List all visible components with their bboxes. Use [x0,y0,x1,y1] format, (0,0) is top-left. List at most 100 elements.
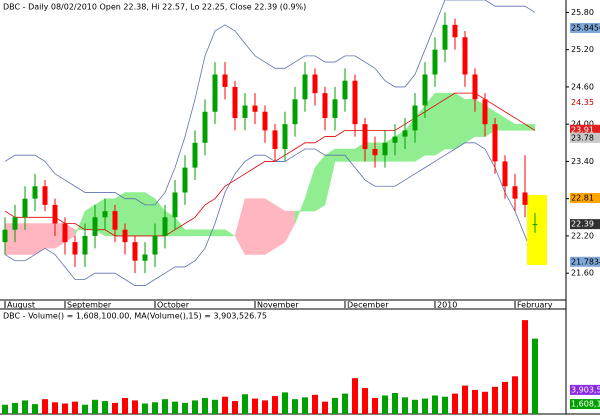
volume-bar [502,381,508,414]
candles [2,12,538,274]
candle-body [242,105,248,118]
x-tick-label: February [517,301,553,310]
price-tag-label: 21.7834 [571,257,600,266]
candle-body [292,99,298,125]
volume-bar [82,404,88,414]
price-tag [570,132,600,143]
y-tick-label: 23.40 [571,157,594,166]
x-tick-label: August [7,301,35,310]
price-tag [570,97,600,108]
volume-bar [372,397,378,414]
x-tick-label: November [257,301,299,310]
candle-body [322,93,328,118]
candle-body [422,74,428,106]
volume-bar [202,397,208,414]
candle-body [522,192,528,205]
cloud-segment [264,198,276,255]
candle-body [352,80,358,125]
volume-bar [322,401,328,414]
price-tag-label: 23.78 [571,133,594,142]
cloud-segment [44,223,56,249]
volume-title: DBC - Volume() = 1,608,100.00, MA(Volume… [3,312,267,321]
candle-body [302,74,308,100]
candle-body [452,24,458,38]
candle-body [152,235,158,255]
volume-bar [152,402,158,414]
y-tick-label: 25.80 [571,8,594,17]
cloud-segment [24,223,36,255]
volume-bar [482,391,488,414]
price-tag [570,399,600,410]
volume-bar [252,398,258,414]
volume-bar [452,393,458,414]
price-tag-label: 22.81 [571,194,594,203]
candle-body [82,235,88,255]
cloud-segment [274,204,286,249]
volume-bar [182,402,188,414]
price-tag-label: 1,608,10 [571,400,600,409]
candle-body [442,24,448,50]
candle-body [112,211,118,230]
x-tick-label: September [67,301,112,310]
candle-body [532,224,538,226]
candle-body [132,242,138,261]
price-tag-label: 24.35 [571,98,594,107]
volume-bar [212,399,218,414]
bollinger-upper [4,0,536,206]
y-tick-label: 21.60 [571,269,594,278]
candle-body [202,111,208,143]
candle-body [192,142,198,168]
candle-body [462,37,468,75]
volume-bar [122,397,128,414]
volume-bar [32,404,38,414]
volume-bar [292,399,298,414]
cloud-segment [444,92,456,150]
volume-bar [412,399,418,414]
volume-bar [272,396,278,414]
volume-bar [242,394,248,414]
volume-bar [72,401,78,414]
volume-bar [262,400,268,414]
volume-bar [172,401,178,414]
price-tag [570,193,600,204]
volume-bar [22,400,28,414]
candle-body [142,254,148,261]
candle-body [392,136,398,143]
candle-body [372,149,378,156]
axis: 21.6022.2022.8023.4024.0024.6025.2025.80… [4,8,600,410]
candle-body [222,74,228,87]
price-tag-label: 25.8456 [571,24,600,33]
candle-body [382,142,388,156]
x-tick-label: December [347,301,389,310]
y-tick-label: 24.60 [571,82,594,91]
candle-body [182,167,188,193]
candle-body [212,74,218,112]
volume-bar [342,393,348,414]
cloud-segment [214,229,226,237]
candle-body [312,74,318,94]
volume-bar [362,388,368,414]
candle-body [282,124,288,149]
price-tag-label: 23.91 [571,125,594,134]
price-tag-label: 22.39 [571,220,594,229]
y-tick-label: 24.00 [571,120,594,129]
volume-bar [532,338,538,414]
volume-bar [442,396,448,414]
volume-bar [142,403,148,414]
candle-body [482,99,488,125]
chart-title: DBC - Daily 08/02/2010 Open 22.38, Hi 22… [3,3,306,12]
volume-bar [62,403,68,414]
cloud-segment [184,229,196,237]
cloud-segment [194,229,206,237]
cloud-segment [134,192,146,237]
volume-bar [102,401,108,414]
candle-body [232,86,238,118]
bollinger-lower [4,142,536,286]
candle-body [432,49,438,75]
candle-body [162,217,168,236]
y-tick-label: 22.20 [571,231,594,240]
price-tag-label: 3,903,52 [571,385,600,394]
candle-body [362,124,368,149]
volume-bar [522,320,528,414]
